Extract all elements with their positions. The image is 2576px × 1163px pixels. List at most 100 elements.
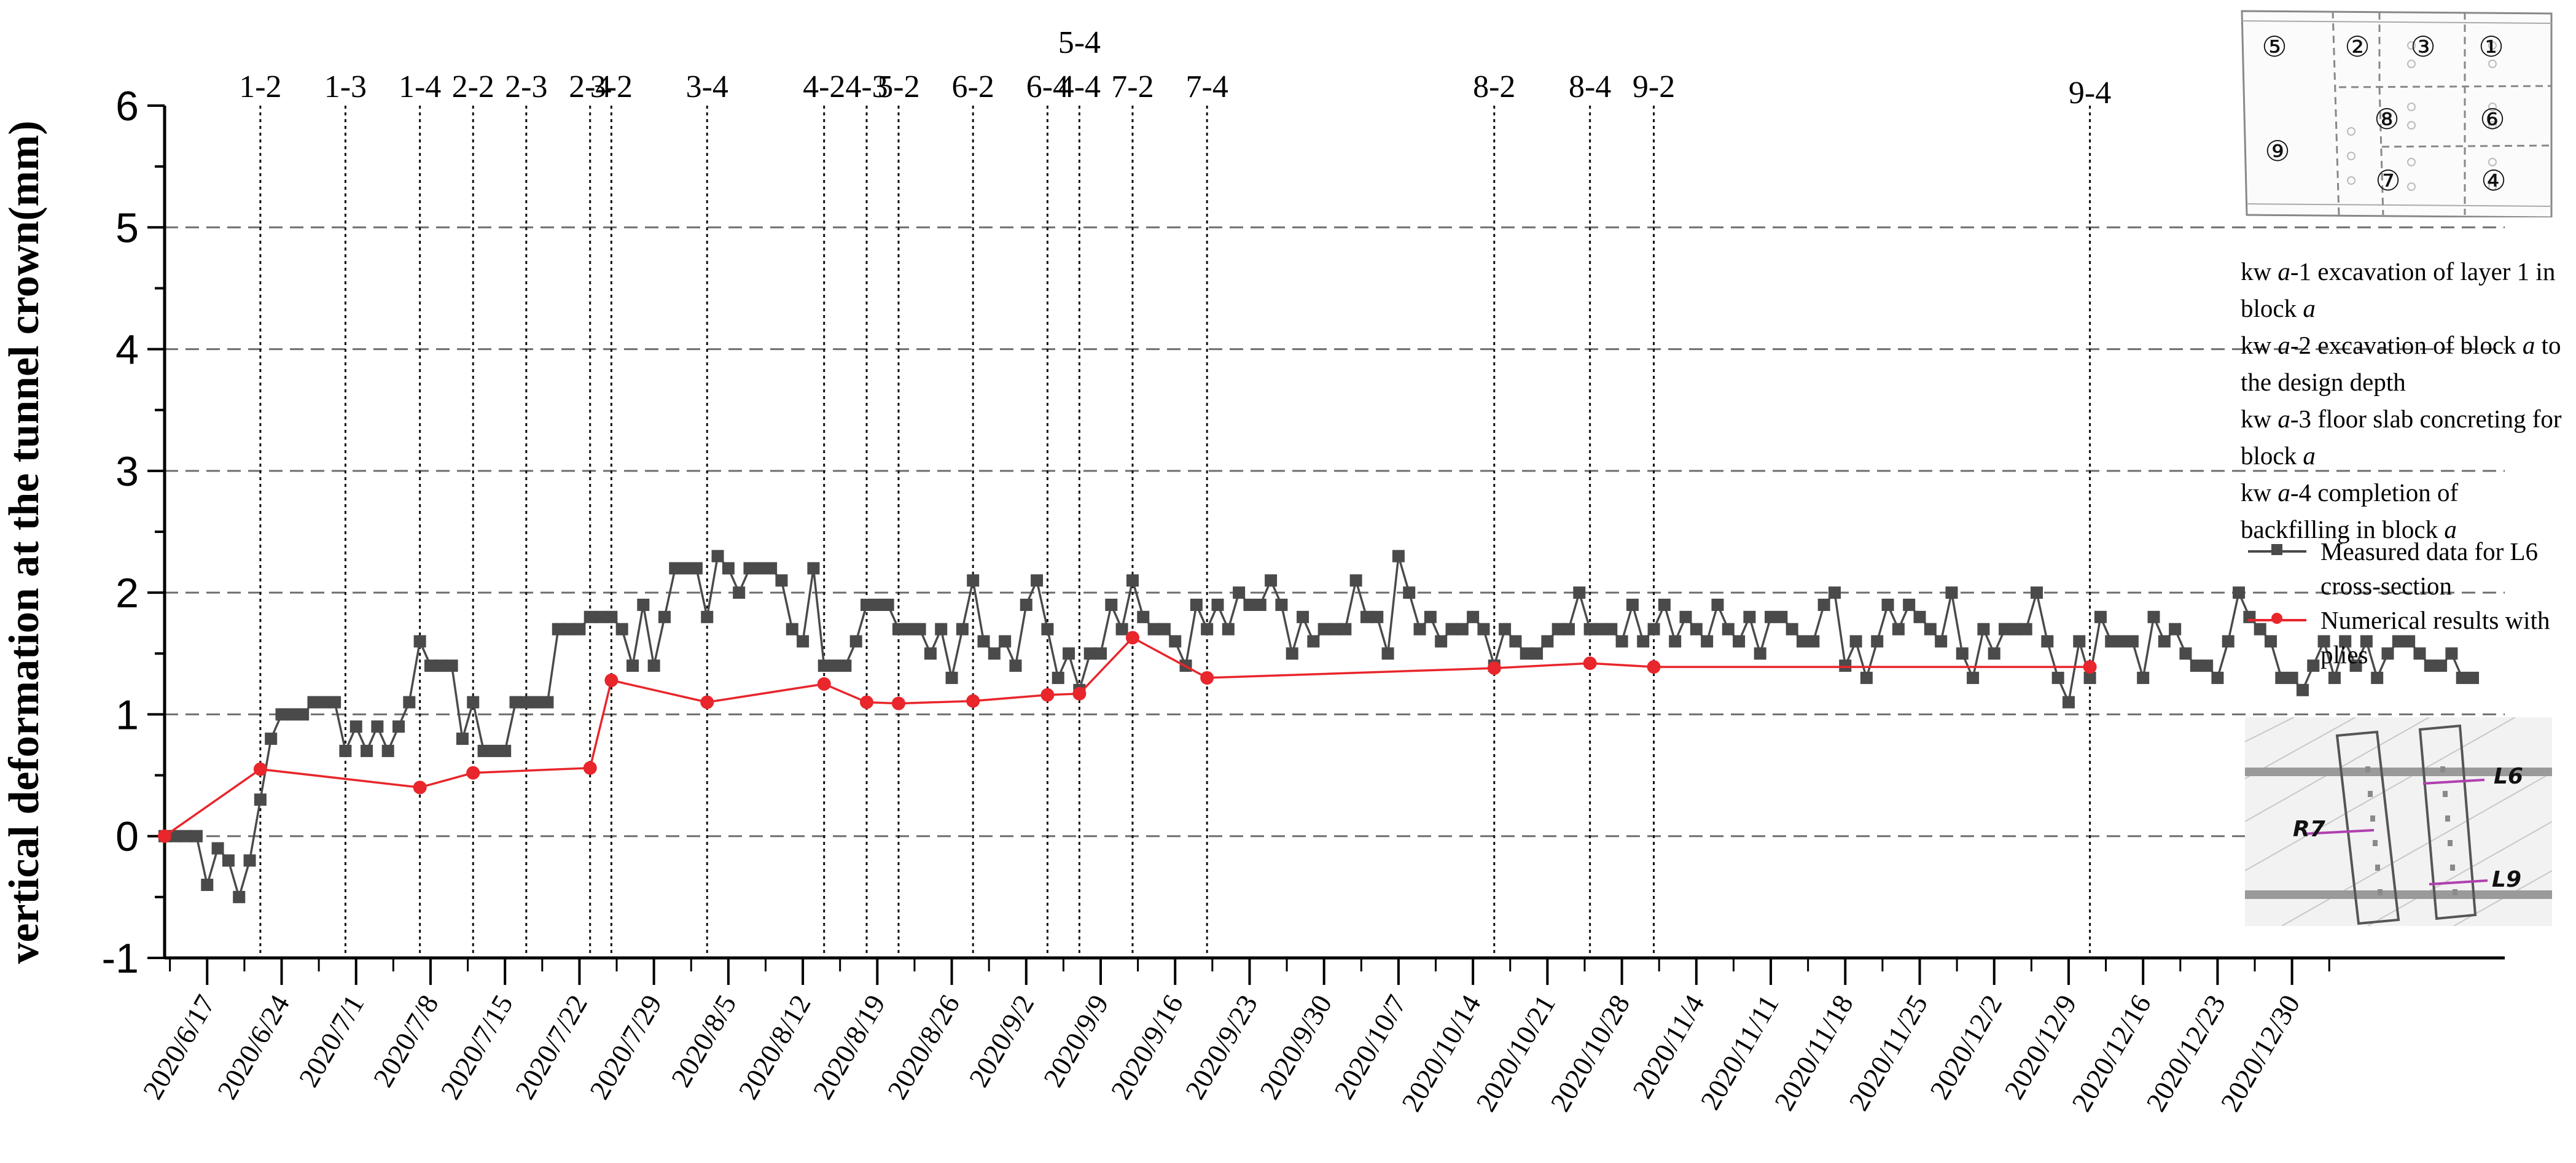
y-tick-label: 6	[115, 83, 139, 130]
measured-point	[1733, 635, 1746, 648]
measured-point	[2349, 659, 2362, 672]
legend-label: Numerical results with plies	[2320, 606, 2550, 669]
measured-point	[924, 647, 937, 660]
measured-point	[233, 890, 246, 903]
measured-point	[977, 635, 990, 648]
measured-point	[1254, 598, 1267, 611]
measured-point	[1509, 635, 1522, 648]
measured-point	[626, 659, 639, 672]
block-label: ⑨	[2265, 134, 2290, 168]
stage-label: 6-2	[952, 69, 994, 104]
measured-point	[2041, 635, 2054, 648]
measured-point	[1903, 598, 1916, 611]
stage-label: 5-4	[1058, 25, 1101, 60]
measured-point	[945, 671, 958, 684]
numerical-point	[1200, 671, 1214, 685]
measured-point	[211, 842, 224, 855]
grid-lines	[165, 226, 2505, 838]
measured-point	[1445, 623, 1458, 636]
measured-point	[254, 793, 267, 806]
y-tick-label: 2	[115, 570, 139, 617]
measured-point	[881, 598, 894, 611]
measured-point	[318, 696, 330, 709]
measured-point	[1924, 623, 1937, 636]
measured-point	[488, 744, 501, 757]
block-label: ②	[2344, 30, 2370, 63]
measured-point	[903, 623, 916, 636]
measured-point	[1765, 610, 1778, 623]
measured-point	[1605, 623, 1618, 636]
series-numerical	[158, 631, 2097, 843]
stage-label: 7-2	[1111, 69, 1153, 104]
measured-point	[1881, 598, 1894, 611]
measured-point	[1967, 671, 1980, 684]
x-tick-label: 2020/11/4	[1626, 990, 1711, 1104]
measured-point	[1892, 623, 1905, 636]
measured-point	[361, 744, 373, 757]
measured-point	[2328, 671, 2341, 684]
measured-point	[403, 696, 416, 709]
measured-point	[2190, 659, 2203, 672]
measured-point	[2296, 683, 2309, 696]
measured-point	[1754, 647, 1766, 660]
measured-point	[1413, 623, 1426, 636]
measured-point	[711, 550, 724, 562]
stage-label: 8-2	[1473, 69, 1515, 104]
measured-point	[222, 854, 235, 867]
measured-point	[722, 562, 735, 575]
stage-label: 3-2	[590, 69, 633, 104]
measured-point	[1031, 574, 1044, 587]
measured-point	[829, 659, 841, 672]
measured-point	[1403, 586, 1416, 599]
numerical-point	[466, 766, 480, 780]
measured-point	[595, 610, 607, 623]
measured-point	[563, 623, 576, 636]
measured-point	[2137, 671, 2150, 684]
measured-point	[456, 733, 469, 745]
measured-point	[2126, 635, 2139, 648]
measured-point	[1137, 610, 1150, 623]
measured-point	[861, 598, 873, 611]
measured-point	[988, 647, 1001, 660]
measured-point	[956, 623, 969, 636]
block-label: ①	[2478, 30, 2504, 63]
measured-point	[1594, 623, 1607, 636]
measured-point	[1329, 623, 1341, 636]
y-tick-label: 1	[115, 691, 139, 738]
measured-point	[669, 562, 682, 575]
measured-point	[1063, 647, 1075, 660]
measured-point	[1392, 550, 1405, 562]
stage-label: 1-4	[399, 69, 441, 104]
y-tick-label: 5	[115, 204, 139, 251]
map-label-l9: L9	[2492, 867, 2521, 892]
measured-point	[1711, 598, 1724, 611]
measured-point	[1371, 610, 1384, 623]
numerical-point	[966, 694, 980, 708]
numerical-point	[413, 780, 427, 795]
measured-point	[690, 562, 703, 575]
x-tick-label: 2020/12/2	[1924, 990, 2008, 1105]
numerical-point	[1583, 656, 1597, 671]
measured-point	[1615, 635, 1628, 648]
measured-point	[1211, 598, 1224, 611]
measured-point	[1115, 623, 1128, 636]
stage-label: 8-4	[1569, 69, 1611, 104]
stage-note: kw a-4 completion of backfilling in bloc…	[2241, 478, 2459, 543]
measured-point	[307, 696, 320, 709]
measured-point	[2115, 635, 2128, 648]
measured-point	[1913, 610, 1926, 623]
y-tick-labels: -1 0 1 2 3 4 5 6	[102, 83, 139, 982]
measured-point	[169, 830, 182, 842]
y-tick-label: 4	[115, 327, 139, 373]
stage-label: 3-4	[686, 69, 728, 104]
measured-point	[1265, 574, 1278, 587]
measured-point	[573, 623, 586, 636]
measured-point	[1169, 635, 1182, 648]
measured-point	[1147, 623, 1160, 636]
measured-point	[275, 708, 288, 721]
measured-point	[2392, 635, 2405, 648]
measured-point	[1583, 623, 1596, 636]
measured-point	[1988, 647, 2000, 660]
block-label: ⑦	[2375, 164, 2400, 197]
measured-point	[1977, 623, 1990, 636]
